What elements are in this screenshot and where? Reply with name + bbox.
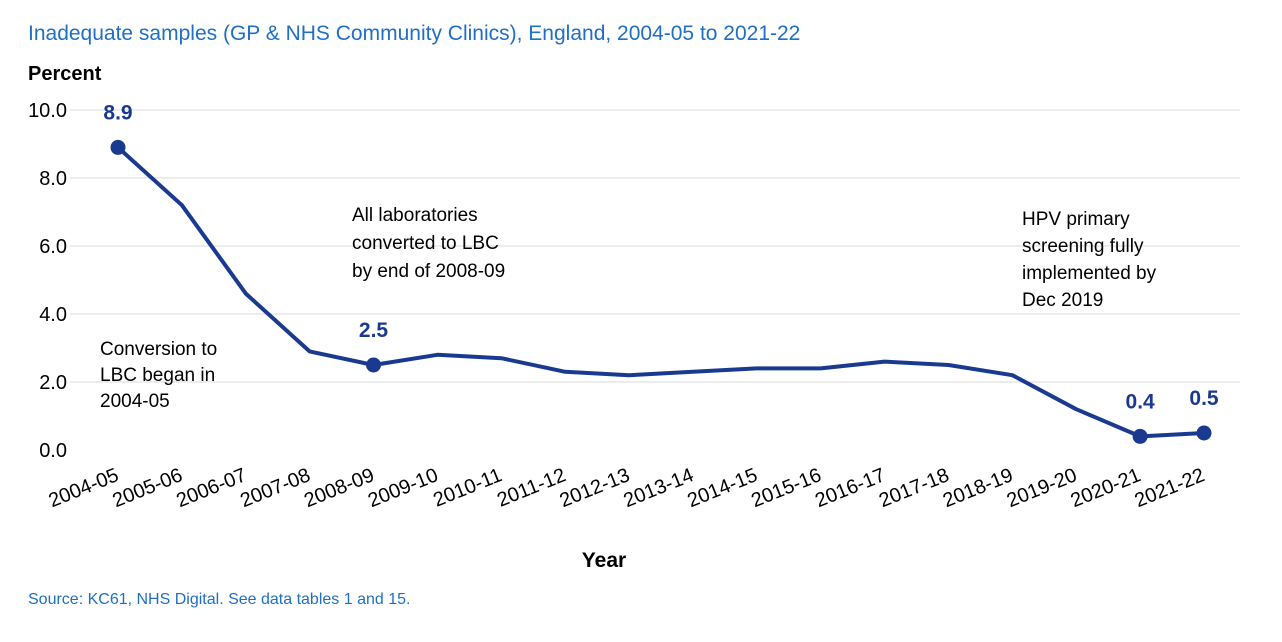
annotation-line: All laboratories (352, 205, 478, 226)
annotation-line: converted to LBC (352, 233, 499, 254)
data-label: 0.5 (1189, 387, 1219, 410)
x-tick-label: 2012-13 (557, 464, 633, 512)
x-tick-label: 2015-16 (748, 464, 824, 512)
annotation: All laboratories converted to LBC by end o… (352, 205, 505, 282)
series-layer (116, 145, 1206, 439)
x-axis-label: Year (582, 549, 626, 572)
annotation: Conversion to LBC began in 2004-05 (100, 339, 217, 412)
data-point-marker (1196, 425, 1212, 441)
x-tick-label: 2008-09 (301, 464, 377, 512)
y-tick-label: 10.0 (28, 100, 67, 122)
annotation-line: Dec 2019 (1022, 290, 1103, 311)
data-point-marker (366, 357, 382, 373)
x-tick-label: 2006-07 (173, 464, 249, 512)
data-point-marker (110, 139, 126, 155)
annotation-line: by end of 2008-09 (352, 261, 505, 282)
x-tick-label: 2013-14 (621, 464, 697, 512)
data-label: 8.9 (103, 101, 132, 124)
annotation-line: HPV primary (1022, 209, 1130, 230)
y-tick-label: 2.0 (39, 372, 67, 394)
data-labels: 8.9 2.5 0.4 0.5 (103, 101, 1219, 413)
chart-title: Inadequate samples (GP & NHS Community C… (28, 22, 800, 45)
source-note: Source: KC61, NHS Digital. See data tabl… (28, 591, 410, 608)
x-tick-label: 2019-20 (1004, 464, 1080, 512)
gridlines (70, 109, 1240, 383)
data-point-marker (1132, 428, 1148, 444)
x-tick-label: 2007-08 (237, 464, 313, 512)
x-tick-label: 2010-11 (430, 464, 505, 511)
annotation: HPV primary screening fully implemented by… (1022, 209, 1157, 311)
x-tick-label: 2004-05 (46, 464, 122, 512)
x-tick-label: 2020-21 (1068, 464, 1144, 512)
y-axis-ticks: 0.0 2.0 4.0 6.0 8.0 10.0 (28, 100, 67, 462)
annotation-line: screening fully (1022, 236, 1144, 257)
y-tick-label: 6.0 (39, 236, 67, 258)
annotation-line: Conversion to (100, 339, 217, 360)
series-line (116, 145, 1206, 439)
data-label: 0.4 (1126, 390, 1156, 413)
marker-layer (110, 139, 1212, 444)
y-tick-label: 8.0 (39, 168, 67, 190)
x-tick-label: 2009-10 (365, 464, 441, 512)
data-label: 2.5 (359, 319, 389, 342)
x-tick-label: 2021-22 (1132, 464, 1208, 512)
x-tick-label: 2018-19 (940, 464, 1016, 512)
x-tick-label: 2005-06 (109, 464, 185, 512)
x-axis-ticks: 2004-052005-062006-072007-082008-092009-… (46, 464, 1208, 512)
annotations: Conversion to LBC began in 2004-05 All labo… (100, 205, 1157, 412)
x-tick-label: 2017-18 (876, 464, 952, 512)
y-tick-label: 4.0 (39, 304, 67, 326)
annotation-line: 2004-05 (100, 391, 170, 412)
annotation-line: implemented by (1022, 263, 1157, 284)
y-tick-label: 0.0 (39, 440, 67, 462)
x-tick-label: 2014-15 (684, 464, 760, 512)
x-tick-label: 2011-12 (494, 464, 569, 511)
annotation-line: LBC began in (100, 365, 215, 386)
x-tick-label: 2016-17 (812, 464, 888, 512)
y-axis-label: Percent (28, 63, 102, 85)
